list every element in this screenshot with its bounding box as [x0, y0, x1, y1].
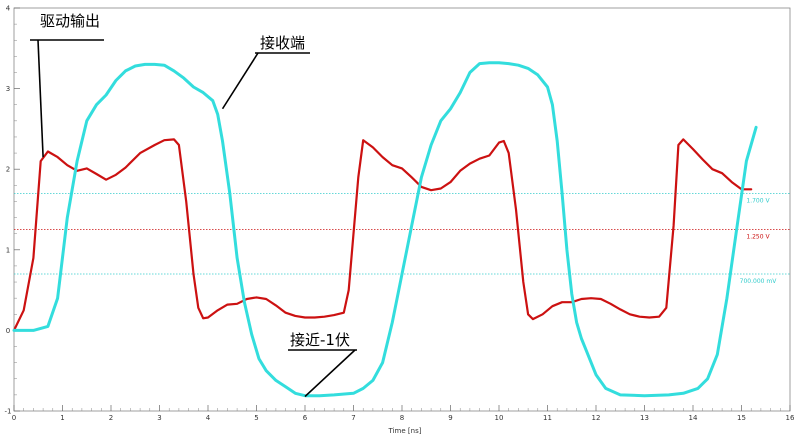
- reference-line-label: 700.000 mV: [740, 278, 778, 285]
- y-tick-label: 4: [6, 5, 11, 13]
- x-tick-label: 14: [689, 414, 698, 422]
- annotation-leader: [304, 349, 356, 398]
- annotation-label: 驱动输出: [40, 12, 100, 30]
- series-group: [12, 61, 758, 398]
- annotation-leader: [221, 52, 259, 110]
- y-tick-label: 3: [6, 85, 10, 93]
- x-tick-label: 8: [400, 414, 404, 422]
- x-tick-label: 16: [786, 414, 795, 422]
- x-tick-label: 10: [495, 414, 504, 422]
- series-line: [12, 138, 753, 332]
- x-tick-label: 2: [109, 414, 113, 422]
- y-tick-label: 1: [6, 246, 10, 254]
- x-tick-label: 7: [351, 414, 355, 422]
- x-tick-label: 5: [254, 414, 258, 422]
- x-tick-label: 12: [592, 414, 601, 422]
- reference-line-label: 1.250 V: [746, 234, 770, 241]
- x-tick-label: 4: [206, 414, 211, 422]
- annotation-label: 接近-1伏: [290, 331, 350, 349]
- x-tick-label: 13: [640, 414, 649, 422]
- annotation-leader: [37, 39, 44, 158]
- x-tick-label: 1: [60, 414, 64, 422]
- y-tick-label: 2: [6, 166, 10, 174]
- x-tick-label: 6: [303, 414, 308, 422]
- reference-line-label: 1.700 V: [746, 197, 770, 204]
- x-tick-label: 15: [737, 414, 746, 422]
- x-axis-title: Time [ns]: [388, 427, 422, 435]
- x-tick-label: 0: [12, 414, 16, 422]
- annotation-label: 接收端: [260, 34, 305, 52]
- x-tick-label: 3: [157, 414, 161, 422]
- y-tick-label: 0: [6, 327, 10, 335]
- series-line: [12, 61, 758, 398]
- x-tick-label: 11: [543, 414, 552, 422]
- y-tick-label: -1: [5, 408, 12, 416]
- x-tick-label: 9: [448, 414, 452, 422]
